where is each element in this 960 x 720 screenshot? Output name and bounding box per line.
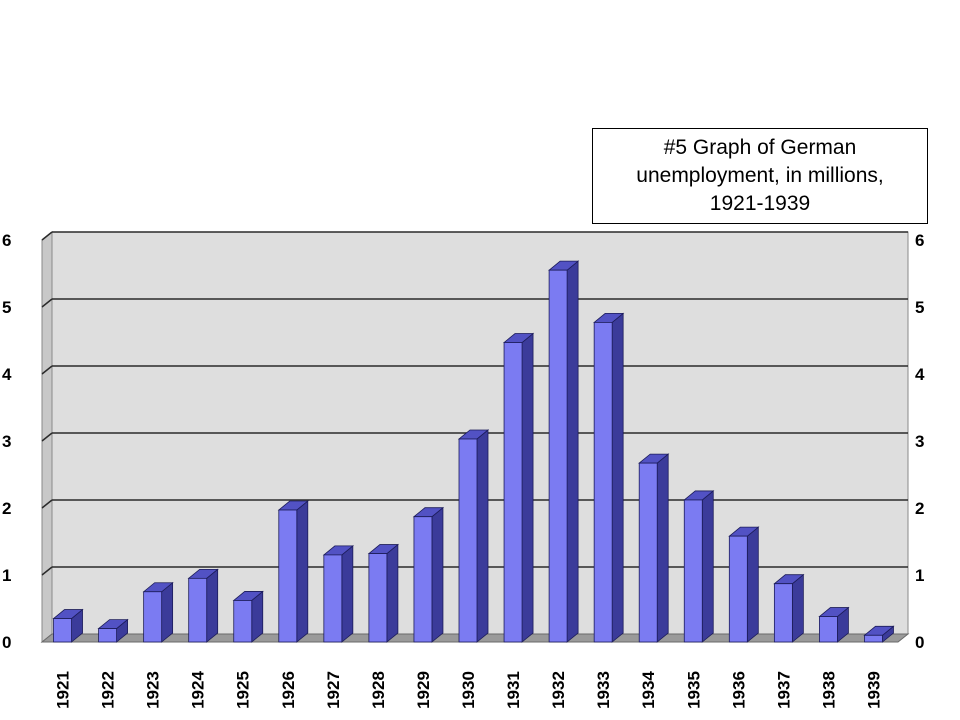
- bar-side: [566, 260, 579, 643]
- y-tick-label-right: 5: [915, 298, 924, 317]
- bar-side: [341, 545, 354, 643]
- bar-side: [206, 568, 219, 643]
- gridline: [41, 499, 53, 509]
- x-tick-label: 1939: [864, 671, 883, 709]
- y-axis-ticks: 0 0 1 1 2 2 3 3 4 4 5 5 6 6: [2, 231, 925, 652]
- bar-1922: [97, 618, 129, 643]
- bar-side: [431, 506, 444, 643]
- bar-1936: [728, 526, 760, 643]
- x-tick-label: 1935: [684, 671, 703, 709]
- bar-side: [296, 500, 309, 643]
- bar-side: [746, 526, 759, 643]
- bar-1935: [683, 490, 715, 643]
- y-tick-label-right: 1: [915, 566, 924, 585]
- bar-side: [656, 453, 669, 643]
- bar-front: [503, 342, 523, 643]
- bar-side: [161, 581, 174, 643]
- bar-1929: [412, 506, 445, 643]
- x-tick-label: 1927: [324, 671, 343, 709]
- gridline: [41, 432, 53, 442]
- gridline: [41, 231, 53, 241]
- bar-front: [864, 634, 883, 643]
- bar-side: [611, 312, 624, 643]
- bar-side: [386, 543, 399, 643]
- gridline: [41, 298, 53, 308]
- x-tick-label: 1931: [504, 671, 523, 709]
- bar-side: [521, 332, 534, 643]
- bar-1925: [232, 590, 264, 643]
- bar-side: [476, 429, 489, 643]
- bar-1921: [52, 608, 84, 643]
- x-tick-label: 1922: [99, 671, 118, 709]
- y-tick-label-right: 4: [915, 365, 925, 384]
- bar-side: [791, 573, 804, 643]
- bar-1927: [322, 545, 354, 643]
- bar-1932: [547, 260, 580, 643]
- bar-front: [638, 462, 658, 643]
- gridline: [41, 365, 53, 375]
- x-tick-label: 1932: [549, 671, 568, 709]
- bar-front: [728, 535, 748, 643]
- x-tick-label: 1928: [369, 671, 388, 709]
- bar-front: [233, 600, 253, 643]
- bar-1934: [638, 453, 670, 643]
- bar-front: [413, 516, 433, 643]
- x-tick-label: 1937: [774, 671, 793, 709]
- x-tick-label: 1923: [144, 671, 163, 709]
- bar-front: [683, 499, 703, 643]
- bar-1939: [863, 625, 895, 643]
- x-tick-label: 1924: [189, 671, 208, 709]
- bar-1926: [277, 500, 309, 643]
- y-tick-label-right: 6: [915, 231, 924, 250]
- bar-front: [278, 509, 298, 643]
- bar-1937: [773, 573, 805, 643]
- y-tick-label-right: 3: [915, 432, 924, 451]
- y-tick-label-left: 1: [2, 566, 11, 585]
- bar-front: [548, 269, 568, 643]
- x-tick-label: 1925: [234, 671, 253, 709]
- bar-front: [368, 553, 388, 643]
- bars: [52, 260, 895, 643]
- x-tick-label: 1938: [819, 671, 838, 709]
- x-tick-label: 1936: [729, 671, 748, 709]
- bar-front: [593, 322, 613, 643]
- bar-front: [188, 577, 208, 643]
- bar-1930: [457, 429, 490, 643]
- bar-front: [773, 583, 793, 643]
- y-tick-label-right: 0: [915, 633, 924, 652]
- x-tick-label: 1934: [639, 671, 658, 709]
- bar-1923: [142, 581, 174, 643]
- bar-1928: [367, 543, 400, 643]
- y-tick-label-left: 6: [2, 231, 11, 250]
- bar-front: [458, 438, 478, 643]
- bar-1931: [502, 332, 535, 643]
- x-tick-label: 1921: [54, 671, 73, 709]
- y-tick-label-left: 5: [2, 298, 11, 317]
- bar-front: [323, 554, 343, 643]
- y-tick-label-left: 0: [2, 633, 11, 652]
- chart-title: #5 Graph of German unemployment, in mill…: [592, 128, 928, 224]
- bar-front: [98, 628, 117, 643]
- x-tick-label: 1926: [279, 671, 298, 709]
- y-tick-label-left: 4: [2, 365, 12, 384]
- bar-1933: [593, 312, 625, 643]
- bar-front: [143, 591, 163, 643]
- gridline: [41, 566, 53, 576]
- x-tick-label: 1933: [594, 671, 613, 709]
- y-tick-label-right: 2: [915, 499, 924, 518]
- bar-1938: [818, 606, 850, 643]
- bar-side: [701, 490, 714, 643]
- bar-front: [53, 618, 72, 643]
- x-tick-label: 1929: [414, 671, 433, 709]
- y-tick-label-left: 3: [2, 432, 11, 451]
- bar-1924: [187, 568, 219, 643]
- x-tick-label: 1930: [459, 671, 478, 709]
- x-axis-ticks: 1921 1922 1923 1924 1925 1926 1927 1928 1929 1930…: [54, 671, 884, 709]
- bar-front: [819, 616, 838, 643]
- y-tick-label-left: 2: [2, 499, 11, 518]
